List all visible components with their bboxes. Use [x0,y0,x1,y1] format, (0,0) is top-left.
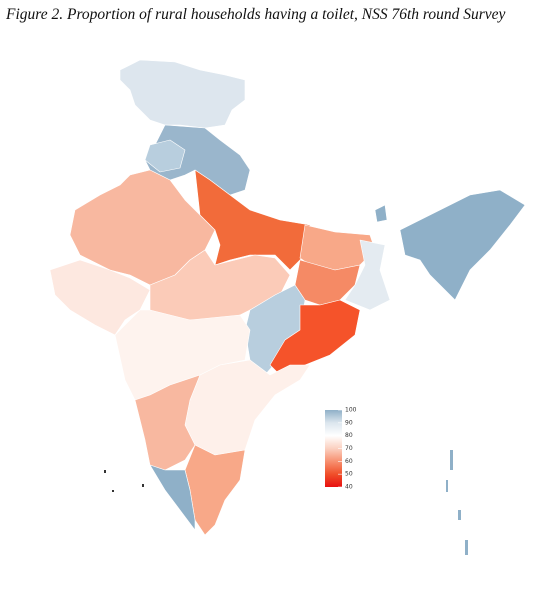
region [149,464,196,531]
regions [49,59,526,555]
region [374,204,388,223]
legend-tick-label: 40 [345,484,353,491]
region [144,139,186,173]
legend-colorbar [325,410,342,487]
region [49,259,151,336]
region [134,374,201,471]
region [269,299,361,376]
region [194,169,311,271]
islands [104,450,468,555]
legend-tick-label: 90 [345,419,353,426]
legend-tick-label: 50 [345,471,353,478]
legend-tick-label: 70 [345,445,353,452]
legend-tick-label: 100 [345,407,357,414]
region [184,359,311,456]
region [119,59,246,129]
legend-tick-label: 60 [345,458,353,465]
legend-tick-label: 80 [345,432,353,439]
region [344,239,391,311]
legend-ticks: 100 90 80 70 60 50 40 [338,407,357,491]
region [399,189,526,301]
figure-title: Figure 2. Proportion of rural households… [6,6,506,23]
